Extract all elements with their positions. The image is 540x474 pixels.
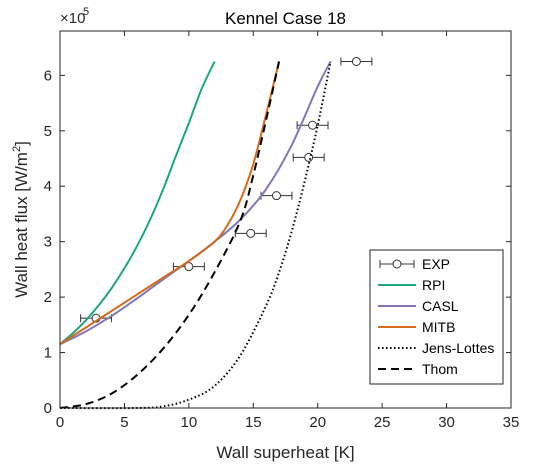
x-axis-ticks: 0 5 10 15 20 25 30 35 — [56, 31, 520, 431]
x-axis-label: Wall superheat [K] — [216, 443, 354, 462]
legend-entry-exp: EXP — [379, 256, 450, 272]
x-tick-label: 35 — [503, 414, 520, 431]
x-tick-label: 30 — [438, 414, 455, 431]
chart-title: Kennel Case 18 — [225, 9, 346, 28]
y-exponent-label: ×10 5 — [60, 6, 89, 27]
legend-entry-thom: Thom — [378, 361, 458, 377]
axes-box — [59, 30, 512, 409]
legend-entry-rpi: RPI — [378, 277, 445, 293]
y-axis-label-main: Wall heat flux [W/m — [12, 152, 31, 298]
legend-box — [369, 249, 504, 385]
series-line-mitb — [59, 61, 281, 346]
y-axis-label: Wall heat flux [W/m2] — [11, 141, 31, 298]
legend: EXP RPI CASL MITB Jens-Lottes Thom — [369, 249, 504, 385]
exp-data-point — [172, 262, 205, 272]
legend-entry-mitb: MITB — [378, 319, 455, 335]
x-tick-label: 20 — [309, 414, 326, 431]
x-tick-label: 15 — [245, 414, 262, 431]
y-tick-label: 3 — [44, 234, 52, 251]
y-axis-ticks: 0 1 2 3 4 5 6 — [44, 67, 511, 417]
y-axis-label-superscript: 2 — [11, 146, 23, 152]
exp-marker — [184, 262, 194, 272]
series-line-thom — [59, 61, 281, 409]
x-tick-label: 25 — [374, 414, 391, 431]
x-tick-label: 10 — [181, 414, 198, 431]
y-exponent-power: 5 — [83, 6, 89, 18]
series-line-jens-lottes — [59, 61, 332, 410]
y-tick-label: 6 — [44, 67, 52, 84]
exp-data-point — [292, 152, 325, 162]
exp-marker — [271, 191, 281, 201]
legend-label: Jens-Lottes — [422, 340, 494, 356]
legend-label: EXP — [422, 256, 450, 272]
exp-data-point — [260, 191, 293, 201]
legend-swatch-marker — [392, 259, 402, 269]
y-tick-label: 4 — [44, 178, 52, 195]
legend-label: RPI — [422, 277, 445, 293]
plot-area — [59, 56, 373, 410]
x-tick-label: 0 — [56, 414, 64, 431]
y-tick-label: 5 — [44, 123, 52, 140]
y-axis-label-end: ] — [12, 141, 31, 146]
legend-label: MITB — [422, 319, 455, 335]
series-line-rpi — [59, 61, 216, 346]
exp-data-point — [340, 56, 373, 66]
exp-marker — [351, 56, 361, 66]
exp-data-point — [234, 228, 267, 238]
legend-entry-casl: CASL — [378, 298, 459, 314]
exp-data-point — [296, 120, 329, 130]
y-exponent-base: ×10 — [60, 10, 85, 27]
exp-marker — [246, 228, 256, 238]
y-tick-label: 2 — [44, 289, 52, 306]
exp-marker — [308, 120, 318, 130]
y-tick-label: 0 — [44, 400, 52, 417]
legend-label: CASL — [422, 298, 459, 314]
x-tick-label: 5 — [120, 414, 128, 431]
legend-label: Thom — [422, 361, 458, 377]
y-tick-label: 1 — [44, 345, 52, 362]
legend-entry-jens-lottes: Jens-Lottes — [378, 340, 494, 356]
